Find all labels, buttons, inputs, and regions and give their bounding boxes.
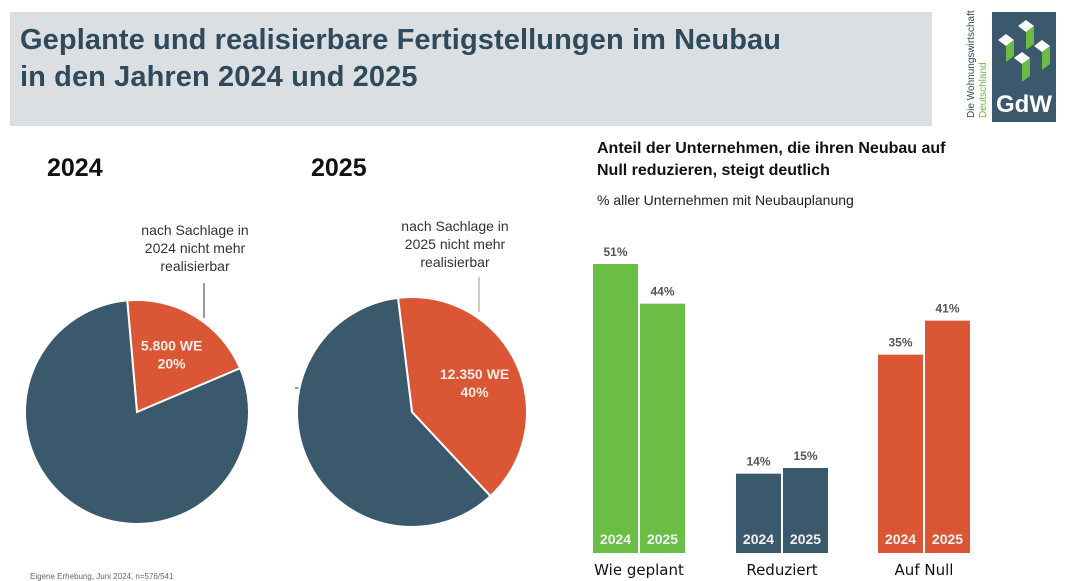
bar-value-label: 15% xyxy=(793,449,817,463)
bar-value-label: 41% xyxy=(935,302,959,316)
bar xyxy=(925,320,970,553)
bar-group-auf-null: 35% 2024 41% 2025 Auf Null xyxy=(878,302,970,579)
category-label: Wie geplant xyxy=(594,561,684,579)
bar-value-label: 35% xyxy=(888,336,912,350)
bar-value-label: 14% xyxy=(746,455,770,469)
bar-year-label: 2024 xyxy=(743,531,774,547)
title-line-1: Geplante und realisierbare Fertigstellun… xyxy=(20,24,782,56)
bar-chart-title: Anteil der Unternehmen, die ihren Neubau… xyxy=(597,138,946,182)
bar-chart-subtitle: % aller Unternehmen mit Neubauplanung xyxy=(597,192,854,208)
bar-value-label: 44% xyxy=(650,285,674,299)
bar xyxy=(593,264,638,553)
annotation-line: realisierbar xyxy=(160,258,230,274)
category-label: Reduziert xyxy=(746,561,817,579)
pie-2024-annotation: nach Sachlage in 2024 nicht mehr realisi… xyxy=(110,221,280,275)
pie-slice-realizable xyxy=(296,296,492,528)
title-line-2: in den Jahren 2024 und 2025 xyxy=(20,61,418,93)
pie-2025: 12.350 WE 40% xyxy=(296,296,528,528)
page-title: Geplante und realisierbare Fertigstellun… xyxy=(20,22,781,96)
annotation-line: 2025 nicht mehr xyxy=(404,236,506,252)
gdw-logo: Die Wohnungswirtschaft Deutschland GdW xyxy=(966,10,1056,122)
annotation-line: nach Sachlage in xyxy=(141,222,249,238)
bar-title-line: Anteil der Unternehmen, die ihren Neubau… xyxy=(597,140,946,157)
annotation-line: realisierbar xyxy=(420,254,490,270)
bar-year-label: 2024 xyxy=(885,531,916,547)
logo-brand: GdW xyxy=(996,91,1052,118)
bar xyxy=(640,303,685,553)
bar-group-reduziert: 14% 2024 15% 2025 Reduziert xyxy=(736,449,828,579)
bar-year-label: 2025 xyxy=(932,531,963,547)
pie-2024: 5.800 WE 20% xyxy=(24,299,250,525)
pie-charts: 5.800 WE 20% 12.350 WE 40% xyxy=(24,277,528,528)
bar xyxy=(878,354,923,553)
category-label: Auf Null xyxy=(895,561,954,579)
annotation-line: 2024 nicht mehr xyxy=(144,240,246,256)
bar-group-wie-geplant: 51% 2024 44% 2025 Wie geplant xyxy=(593,245,685,579)
bar-year-label: 2025 xyxy=(647,531,678,547)
pie-slice-unrealizable xyxy=(396,296,528,498)
bar-title-line: Null reduzieren, steigt deutlich xyxy=(597,162,830,179)
pie-2025-title: 2025 xyxy=(311,154,367,182)
bar xyxy=(783,468,828,553)
bar-year-label: 2025 xyxy=(790,531,821,547)
bar-year-label: 2024 xyxy=(600,531,631,547)
bar xyxy=(736,473,781,553)
footnote: Eigene Erhebung, Juni 2024, n=576/541 xyxy=(30,572,174,581)
pie-2024-title: 2024 xyxy=(47,154,103,182)
annotation-line: nach Sachlage in xyxy=(401,218,509,234)
pie-percent-label: 20% xyxy=(158,355,187,371)
pie-2025-annotation: nach Sachlage in 2025 nicht mehr realisi… xyxy=(370,217,540,271)
logo-tagline-2: Deutschland xyxy=(978,62,989,118)
pie-value-label: 5.800 WE xyxy=(141,337,202,353)
pie-slice-unrealizable xyxy=(126,299,242,414)
title-banner xyxy=(10,12,932,126)
bar-value-label: 51% xyxy=(603,245,627,259)
pie-percent-label: 40% xyxy=(461,384,490,400)
logo-cubes-icon xyxy=(998,20,1050,82)
pie-value-label: 12.350 WE xyxy=(440,366,509,382)
logo-tagline-1: Die Wohnungswirtschaft xyxy=(966,10,977,118)
pie-slice-realizable xyxy=(24,299,250,525)
